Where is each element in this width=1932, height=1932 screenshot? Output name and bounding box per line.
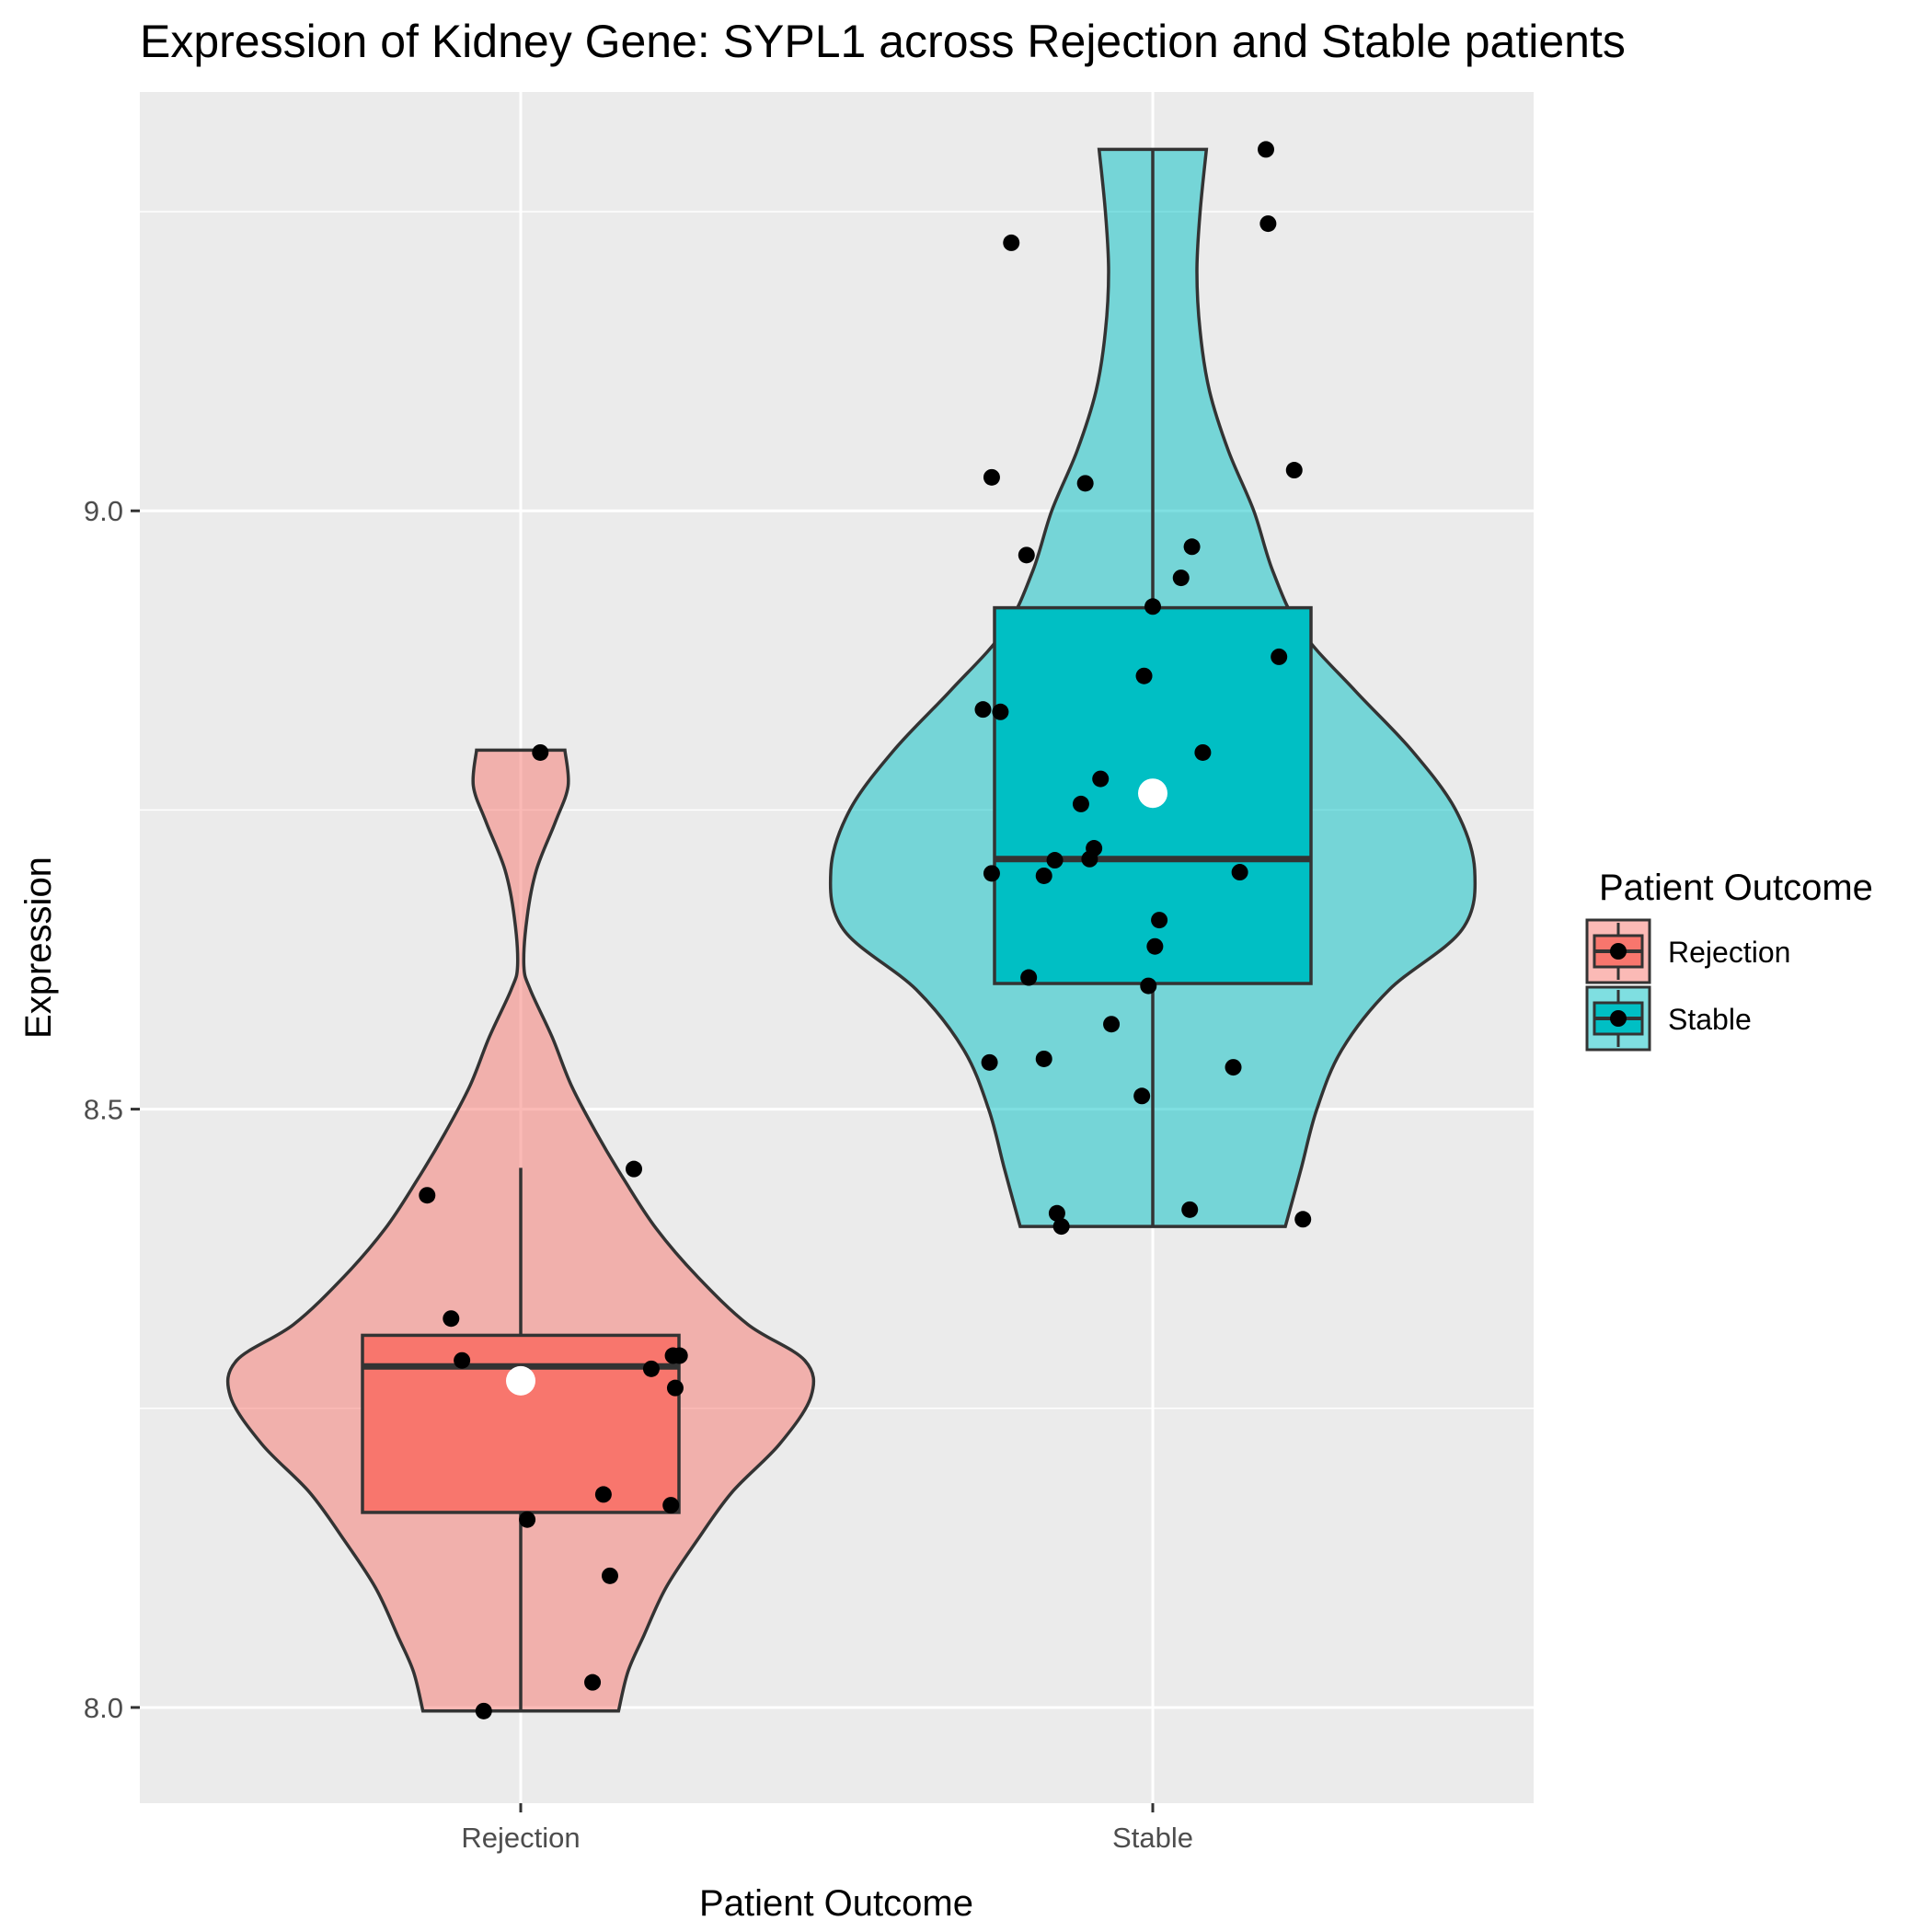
y-tick-label: 9.0	[84, 495, 123, 527]
data-point-stable	[1035, 1050, 1052, 1067]
data-point-stable	[1285, 462, 1303, 479]
legend-label: Rejection	[1668, 936, 1790, 969]
data-point-stable	[974, 701, 992, 719]
data-point-stable	[1271, 648, 1288, 665]
data-point-stable	[983, 865, 1000, 882]
data-point-rejection	[601, 1567, 618, 1584]
data-point-stable	[1092, 770, 1110, 788]
data-point-stable	[1035, 867, 1052, 884]
data-point-rejection	[666, 1379, 684, 1397]
legend-entries: Rejection Stable	[1585, 918, 1790, 1052]
data-point-rejection	[626, 1160, 643, 1178]
data-point-stable	[1140, 977, 1157, 995]
legend-title: Patient Outcome	[1599, 868, 1873, 908]
data-point-stable	[1259, 215, 1277, 233]
data-point-rejection	[519, 1511, 536, 1528]
y-axis-title: Expression	[18, 857, 59, 1039]
data-point-rejection	[443, 1310, 460, 1328]
mean-point-stable	[1138, 778, 1167, 809]
data-point-rejection	[671, 1347, 688, 1364]
data-point-rejection	[662, 1497, 680, 1514]
data-point-stable	[1052, 1218, 1070, 1236]
point-layer	[419, 141, 1312, 1719]
legend: Patient Outcome Rejection Stable	[1585, 868, 1873, 1052]
data-point-stable	[1225, 1059, 1242, 1076]
x-tick-label: Rejection	[461, 1822, 580, 1854]
data-point-stable	[1018, 546, 1035, 564]
data-point-stable	[1258, 141, 1275, 158]
data-point-rejection	[419, 1187, 436, 1204]
data-point-stable	[1072, 795, 1089, 812]
data-point-stable	[1183, 538, 1201, 556]
data-point-rejection	[532, 743, 549, 761]
legend-label: Stable	[1668, 1003, 1752, 1036]
data-point-stable	[1172, 569, 1190, 587]
legend-entry-rejection: Rejection	[1585, 918, 1790, 984]
y-tick-label: 8.5	[84, 1094, 123, 1126]
chart-title: Expression of Kidney Gene: SYPL1 across …	[140, 16, 1626, 67]
mean-point-rejection	[506, 1365, 535, 1396]
data-point-stable	[1081, 850, 1098, 868]
data-point-stable	[1133, 1087, 1151, 1105]
axis-layer: 8.0 8.5 9.0 Rejection Stable	[84, 495, 1193, 1854]
data-point-stable	[1181, 1201, 1199, 1218]
data-point-stable	[1194, 743, 1212, 761]
data-point-rejection	[454, 1351, 471, 1369]
data-point-stable	[1048, 1204, 1065, 1222]
data-point-stable	[1146, 937, 1164, 955]
box-rejection	[361, 1333, 681, 1514]
data-point-stable	[1144, 598, 1161, 615]
data-point-rejection	[594, 1486, 612, 1503]
data-point-stable	[1294, 1211, 1312, 1228]
data-point-stable	[1020, 969, 1038, 986]
data-point-rejection	[642, 1360, 660, 1377]
legend-key-point	[1610, 943, 1627, 960]
data-point-stable	[1231, 864, 1248, 881]
data-point-rejection	[584, 1673, 602, 1691]
data-point-stable	[992, 703, 1009, 720]
y-tick-label: 8.0	[84, 1692, 123, 1724]
data-point-stable	[981, 1053, 998, 1071]
data-point-stable	[983, 468, 1000, 486]
data-point-stable	[1003, 234, 1020, 251]
legend-entry-stable: Stable	[1585, 985, 1752, 1052]
data-point-stable	[1103, 1016, 1121, 1033]
data-point-stable	[1151, 912, 1168, 929]
data-point-stable	[1046, 852, 1064, 869]
x-axis-title: Patient Outcome	[699, 1883, 973, 1924]
data-point-stable	[1076, 475, 1094, 492]
data-point-rejection	[475, 1702, 492, 1719]
legend-key-point	[1610, 1010, 1627, 1027]
data-point-stable	[1135, 667, 1153, 684]
x-tick-label: Stable	[1112, 1822, 1193, 1854]
